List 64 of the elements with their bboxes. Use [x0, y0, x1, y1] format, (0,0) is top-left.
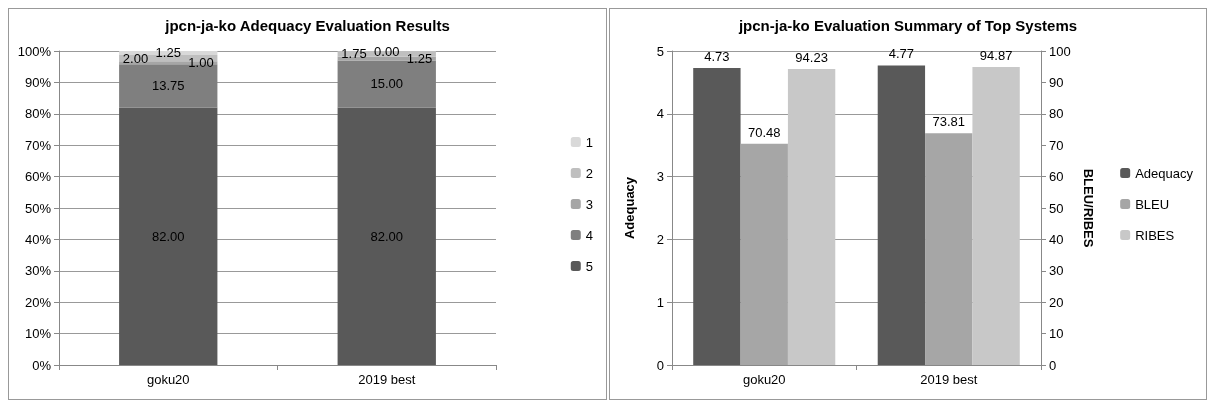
y-tick-label: 40% — [24, 231, 52, 247]
data-label: 82.00 — [370, 228, 404, 244]
data-label: 1.00 — [188, 55, 214, 71]
legend-label: 5 — [585, 258, 593, 274]
y-axis-title: Adequacy — [622, 176, 637, 240]
data-label: 73.81 — [932, 114, 966, 130]
legend-label: BLEU — [1135, 196, 1170, 212]
bar — [119, 107, 218, 365]
data-label: 2.00 — [122, 50, 149, 66]
y2-tick-label: 70 — [1049, 137, 1064, 153]
y2-tick-label: 100 — [1049, 43, 1071, 59]
legend-label: 3 — [585, 196, 593, 212]
y-tick-label: 10% — [24, 326, 52, 342]
x-tick-label: goku20 — [742, 372, 786, 387]
legend-label: 2 — [585, 165, 593, 181]
y-tick-label: 1 — [656, 294, 664, 310]
y2-tick-label: 20 — [1049, 294, 1064, 310]
bar — [972, 67, 1020, 365]
data-label: 0.00 — [374, 43, 400, 59]
data-label: 4.77 — [888, 46, 915, 62]
y2-axis-title: BLEU/RIBES — [1080, 168, 1096, 248]
y-tick-label: 50% — [24, 200, 52, 216]
y-tick-label: 30% — [24, 263, 52, 279]
bar — [787, 69, 836, 365]
data-label: 1.25 — [406, 50, 433, 66]
y-tick-label: 90% — [24, 74, 52, 90]
data-label: 4.73 — [704, 48, 730, 64]
chart-title: jpcn-ja-ko Adequacy Evaluation Results — [164, 17, 450, 34]
y-tick-label: 80% — [24, 106, 52, 122]
legend-label: RIBES — [1135, 227, 1175, 243]
x-tick-label: 2019 best — [358, 372, 416, 387]
chart-title: jpcn-ja-ko Evaluation Summary of Top Systems — [737, 17, 1078, 34]
y-tick-label: 100% — [17, 43, 52, 59]
data-label: 1.75 — [341, 46, 367, 62]
y-tick-label: 4 — [656, 106, 664, 122]
x-tick-label: 2019 best — [920, 372, 978, 387]
y-tick-label: 0% — [32, 357, 52, 373]
y-tick-label: 5 — [656, 43, 664, 59]
data-label: 94.87 — [979, 48, 1013, 64]
y2-tick-label: 90 — [1049, 74, 1064, 90]
bar — [337, 107, 436, 365]
y2-tick-label: 80 — [1049, 106, 1064, 122]
y2-tick-label: 30 — [1049, 263, 1064, 279]
y-tick-label: 3 — [656, 169, 664, 185]
y2-tick-label: 60 — [1049, 169, 1064, 185]
y2-tick-label: 40 — [1049, 231, 1064, 247]
data-label: 15.00 — [370, 76, 404, 92]
y-tick-label: 2 — [656, 231, 664, 247]
y2-tick-label: 10 — [1049, 326, 1064, 342]
legend-label: Adequacy — [1135, 165, 1194, 181]
x-tick-label: goku20 — [146, 372, 190, 387]
y2-tick-label: 50 — [1049, 200, 1064, 216]
y-tick-label: 60% — [24, 169, 52, 185]
y-tick-label: 20% — [24, 294, 52, 310]
y-tick-label: 0 — [656, 357, 664, 373]
data-label: 82.00 — [151, 228, 185, 244]
legend-label: 1 — [585, 134, 593, 150]
y-tick-label: 70% — [24, 137, 52, 153]
y2-tick-label: 0 — [1049, 357, 1057, 373]
data-label: 70.48 — [747, 124, 781, 140]
data-label: 94.23 — [795, 50, 828, 66]
data-label: 1.25 — [155, 45, 181, 61]
data-label: 13.75 — [151, 78, 185, 94]
legend-label: 4 — [585, 227, 593, 243]
